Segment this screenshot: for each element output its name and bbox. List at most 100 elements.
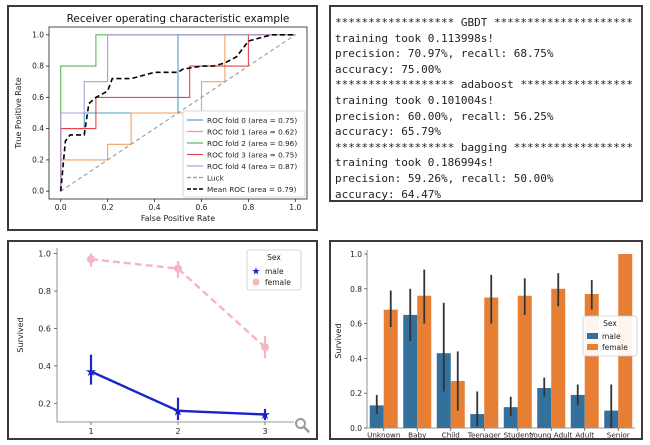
x-tick-label: Child — [442, 431, 460, 439]
y-tick-label: 0.6 — [38, 324, 51, 333]
y-tick-label: 0.8 — [38, 287, 51, 296]
y-tick-label: 0.4 — [32, 124, 44, 133]
y-tick-label: 0.0 — [350, 424, 362, 433]
y-tick-label: 0.6 — [32, 93, 44, 102]
x-tick-label: 1 — [88, 427, 93, 436]
roc-chart: Receiver operating characteristic exampl… — [14, 13, 308, 223]
log-line: accuracy: 65.79% — [335, 125, 441, 139]
x-axis-label: False Positive Rate — [141, 214, 215, 223]
bar — [369, 405, 384, 428]
survival-barplot: 0.0 0.2 0.4 0.6 0.8 1.0 Survived Unknown Baby Chi… — [334, 250, 638, 440]
chart-title: Receiver operating characteristic exampl… — [67, 13, 290, 25]
roc-chart-panel: Receiver operating characteristic exampl… — [7, 5, 318, 231]
y-tick-label: 0.2 — [350, 389, 362, 398]
legend-label: male — [265, 267, 284, 276]
survival-barplot-panel: 0.0 0.2 0.4 0.6 0.8 1.0 Survived Unknown Baby Chi… — [329, 240, 643, 440]
legend-marker: ★ — [252, 267, 261, 278]
data-point — [174, 264, 182, 273]
x-tick-label: Baby — [408, 431, 427, 439]
zoom-icon[interactable] — [294, 417, 310, 433]
legend-label: ROC fold 2 (area = 0.96) — [207, 139, 297, 148]
series-line — [90, 258, 266, 349]
y-tick-label: 0.6 — [350, 320, 362, 329]
data-point: ★ — [85, 365, 97, 380]
y-tick-label: 1.0 — [32, 30, 44, 39]
bar — [517, 295, 532, 428]
log-line: ****************** GBDT ****************… — [335, 16, 634, 29]
legend-label: ROC fold 1 (area = 0.62) — [207, 127, 297, 136]
legend-marker — [252, 278, 260, 286]
x-tick-label: Teenager — [467, 431, 501, 439]
bar — [403, 314, 418, 428]
x-tick-label: Unknown — [367, 431, 400, 439]
x-tick-label: Student — [504, 431, 532, 439]
y-axis-label: Survived — [16, 317, 25, 352]
survival-pointplot-panel: 0.2 0.4 0.6 0.8 1.0 1 2 3 Survived ★ ★ ★ Sex ★ male fem… — [7, 240, 318, 440]
y-tick-label: 0.0 — [32, 187, 44, 196]
x-tick-label: Young Adult — [529, 431, 573, 439]
log-line: training took 0.186994s! — [335, 156, 494, 170]
x-tick-label: 3 — [262, 427, 267, 436]
roc-series-line — [59, 33, 296, 192]
roc-series-line — [60, 34, 296, 192]
training-log-panel: ****************** GBDT ****************… — [329, 5, 643, 202]
log-line: ****************** adaboost ************… — [335, 78, 634, 92]
y-axis-label: True Positive Rate — [14, 77, 23, 149]
bar — [537, 387, 552, 428]
y-tick-label: 0.8 — [350, 285, 362, 294]
legend-box — [182, 110, 306, 198]
data-point: ★ — [259, 408, 271, 423]
legend-swatch — [587, 344, 598, 350]
x-tick-label: 2 — [175, 427, 180, 436]
legend-box — [246, 249, 302, 291]
log-line: accuracy: 75.00% — [335, 62, 441, 76]
legend-label: male — [602, 332, 621, 341]
y-tick-label: 0.2 — [38, 399, 51, 408]
x-tick-label: 0.8 — [242, 203, 254, 212]
bar — [503, 407, 518, 428]
x-tick-label: 1.0 — [289, 203, 301, 212]
plot-frame — [48, 26, 308, 200]
y-axis-label: Survived — [334, 323, 343, 358]
log-line: precision: 70.97%, recall: 68.75% — [335, 47, 554, 61]
log-line: precision: 59.26%, recall: 50.00% — [335, 171, 554, 185]
data-point — [87, 255, 95, 264]
log-line: accuracy: 64.47% — [335, 187, 441, 201]
log-line: ****************** bagging *************… — [335, 140, 634, 154]
x-tick-label: 0.4 — [149, 203, 161, 212]
bar — [484, 297, 499, 428]
legend-label: female — [602, 343, 628, 352]
y-tick-label: 1.0 — [350, 250, 362, 259]
y-tick-label: 1.0 — [38, 250, 51, 259]
log-line: precision: 60.00%, recall: 56.25% — [335, 109, 554, 123]
y-tick-label: 0.4 — [350, 354, 362, 363]
x-tick-label: Adult — [575, 431, 594, 439]
legend-label: ROC fold 0 (area = 0.75) — [207, 116, 297, 125]
legend-label: Luck — [207, 173, 225, 182]
y-tick-label: 0.8 — [32, 62, 44, 71]
data-point — [261, 343, 269, 352]
legend-label: Mean ROC (area = 0.79) — [207, 185, 297, 194]
survival-pointplot: 0.2 0.4 0.6 0.8 1.0 1 2 3 Survived ★ ★ ★ Sex ★ male fem… — [16, 248, 302, 436]
y-tick-label: 0.4 — [38, 362, 51, 371]
x-tick-label: 0.0 — [55, 203, 67, 212]
legend-label: ROC fold 4 (area = 0.87) — [207, 162, 297, 171]
bar — [584, 294, 599, 428]
x-tick-label: 0.6 — [195, 203, 207, 212]
legend-title: Sex — [603, 319, 617, 328]
roc-series-line — [60, 34, 296, 192]
log-line: training took 0.113998s! — [335, 31, 494, 45]
roc-series-line — [60, 34, 296, 192]
bar — [383, 309, 398, 428]
x-tick-label: 0.2 — [102, 203, 114, 212]
bar — [417, 295, 432, 428]
log-line: training took 0.101004s! — [335, 93, 494, 107]
y-tick-label: 0.2 — [32, 155, 44, 164]
bar — [570, 394, 585, 428]
bar — [551, 288, 566, 428]
legend-swatch — [587, 333, 598, 339]
training-log: ****************** GBDT ****************… — [335, 15, 633, 202]
data-point: ★ — [172, 404, 184, 419]
legend-title: Sex — [267, 253, 281, 262]
legend-label: female — [265, 278, 291, 287]
